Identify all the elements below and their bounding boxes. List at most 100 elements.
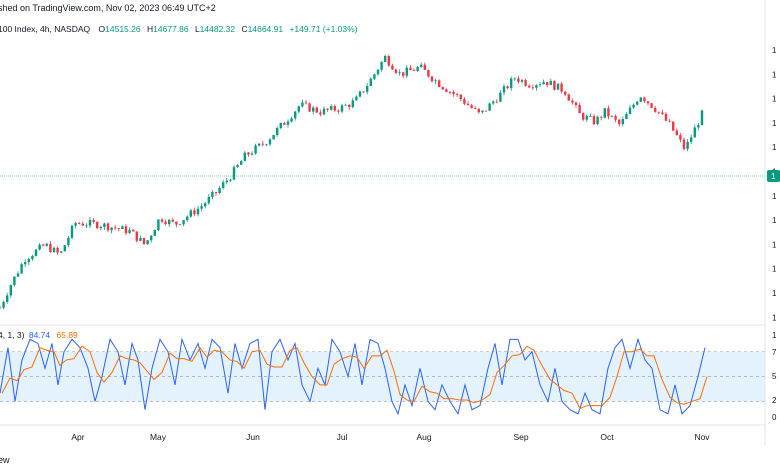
candle[interactable] — [441, 86, 444, 91]
candle[interactable] — [531, 84, 534, 90]
symbol-name[interactable]: 100 Index, 4h, NASDAQ — [0, 24, 91, 34]
candle[interactable] — [135, 231, 138, 243]
candle[interactable] — [52, 246, 56, 253]
candle[interactable] — [398, 69, 401, 76]
candle[interactable] — [276, 126, 279, 137]
candle[interactable] — [387, 54, 390, 67]
candle[interactable] — [297, 105, 300, 114]
candle[interactable] — [315, 106, 318, 114]
candle[interactable] — [96, 221, 99, 230]
candle[interactable] — [668, 119, 671, 123]
candle[interactable] — [70, 224, 74, 240]
candle[interactable] — [423, 62, 426, 70]
candle[interactable] — [650, 103, 653, 109]
candle[interactable] — [517, 76, 520, 84]
candle[interactable] — [128, 227, 131, 234]
candle[interactable] — [189, 208, 192, 218]
candle[interactable] — [121, 225, 124, 229]
candle[interactable] — [319, 109, 322, 117]
candle[interactable] — [693, 124, 696, 138]
candle[interactable] — [81, 221, 84, 227]
candle[interactable] — [618, 118, 621, 127]
candle[interactable] — [42, 243, 45, 247]
candle[interactable] — [466, 101, 470, 106]
candle[interactable] — [492, 100, 495, 106]
candle[interactable] — [268, 138, 272, 146]
candle[interactable] — [556, 83, 560, 90]
candle[interactable] — [60, 250, 63, 254]
candle[interactable] — [643, 96, 646, 103]
candle[interactable] — [142, 237, 146, 245]
candle[interactable] — [225, 177, 228, 185]
candle[interactable] — [182, 220, 185, 227]
candle[interactable] — [186, 215, 189, 222]
candle[interactable] — [124, 224, 128, 236]
candle[interactable] — [0, 305, 2, 309]
candle[interactable] — [564, 90, 567, 97]
candle[interactable] — [344, 103, 347, 106]
candle[interactable] — [139, 235, 142, 242]
candle[interactable] — [477, 108, 480, 114]
candle[interactable] — [636, 100, 639, 106]
candle[interactable] — [474, 105, 477, 110]
candle[interactable] — [452, 90, 455, 97]
candle[interactable] — [369, 77, 372, 87]
candle[interactable] — [214, 191, 218, 196]
candle[interactable] — [20, 262, 23, 274]
candle[interactable] — [99, 225, 102, 231]
candle[interactable] — [502, 83, 506, 96]
candle[interactable] — [2, 300, 5, 310]
candle[interactable] — [6, 292, 9, 304]
candle[interactable] — [574, 101, 578, 108]
candle[interactable] — [463, 97, 466, 106]
candle[interactable] — [513, 77, 516, 81]
candle[interactable] — [243, 151, 246, 162]
candle[interactable] — [211, 190, 214, 200]
candle[interactable] — [358, 90, 362, 98]
candle[interactable] — [67, 235, 70, 248]
candle[interactable] — [114, 224, 117, 231]
candle[interactable] — [301, 99, 304, 108]
candle[interactable] — [92, 218, 95, 224]
candle[interactable] — [254, 143, 257, 155]
candle[interactable] — [654, 106, 657, 113]
candle[interactable] — [283, 121, 286, 125]
candle[interactable] — [222, 179, 225, 190]
candle[interactable] — [697, 123, 700, 131]
candle[interactable] — [589, 113, 592, 117]
candle[interactable] — [420, 62, 423, 68]
candle[interactable] — [675, 128, 678, 136]
candle[interactable] — [362, 91, 365, 93]
candle[interactable] — [322, 106, 326, 116]
candle[interactable] — [304, 100, 308, 105]
candle[interactable] — [340, 103, 344, 114]
candle[interactable] — [679, 132, 682, 143]
candle[interactable] — [16, 271, 20, 278]
candle[interactable] — [438, 79, 441, 88]
candle[interactable] — [9, 284, 12, 298]
candle[interactable] — [200, 203, 203, 212]
candle[interactable] — [690, 134, 693, 145]
candle[interactable] — [193, 207, 196, 217]
candle[interactable] — [488, 102, 491, 111]
candle[interactable] — [330, 104, 333, 111]
candle[interactable] — [49, 241, 52, 253]
candle[interactable] — [416, 65, 419, 72]
candle[interactable] — [373, 73, 376, 81]
candle[interactable] — [700, 109, 704, 126]
candle[interactable] — [178, 224, 182, 226]
candle[interactable] — [686, 139, 689, 152]
candle[interactable] — [355, 95, 358, 101]
stochastic-legend[interactable]: 4, 1, 3) 84.74 65.89 — [0, 330, 78, 340]
candle[interactable] — [628, 104, 632, 115]
candle[interactable] — [132, 229, 135, 232]
candle[interactable] — [603, 108, 606, 119]
candle[interactable] — [250, 151, 254, 156]
candle[interactable] — [13, 276, 16, 287]
candle[interactable] — [596, 115, 599, 126]
candle[interactable] — [294, 110, 297, 121]
candle[interactable] — [240, 160, 243, 165]
candle[interactable] — [610, 115, 614, 118]
symbol-legend[interactable]: 100 Index, 4h, NASDAQ O14515.26 H14677.8… — [0, 24, 358, 34]
